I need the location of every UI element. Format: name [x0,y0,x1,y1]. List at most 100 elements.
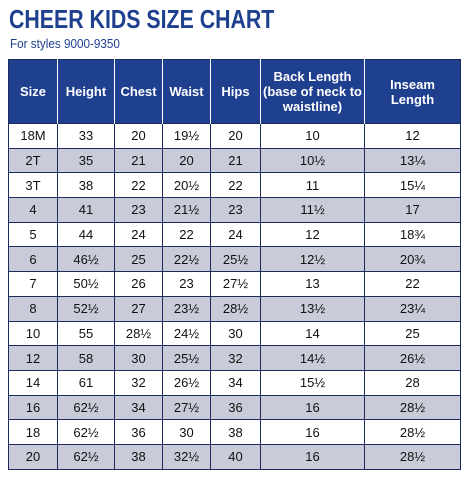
table-cell: 12 [364,123,461,149]
column-header: Waist [162,59,211,124]
table-cell: 25 [364,320,461,346]
table-row: 7 50½ 26 23 27½ 13 22 [8,271,461,297]
table-cell: 23½ [162,295,211,321]
table-cell: 28 [364,369,461,396]
table-cell: 23 [162,271,211,297]
table-cell: 25 [114,246,163,272]
column-header: Back Length (base of neck to waistline) [260,59,365,124]
table-cell: 11½ [260,197,365,223]
table-cell: 41 [57,197,115,223]
size-chart-table: Size Height Chest Waist Hips Back Length (bas… [8,59,461,470]
table-cell: 23¼ [364,295,461,321]
table-row: 12 58 30 25½ 32 14½ 26½ [8,345,461,371]
table-cell: 18 [8,419,58,445]
table-cell: 28½ [210,295,261,321]
table-cell: 15½ [260,369,365,396]
table-cell: 21 [210,147,261,173]
table-cell: 50½ [57,271,115,297]
table-cell: 18¾ [364,221,461,247]
table-cell: 21½ [162,197,211,223]
table-cell: 2T [8,147,58,173]
table-row: 2T 35 21 20 21 10½ 13¼ [8,147,461,173]
table-cell: 62½ [57,394,115,420]
table-cell: 58 [57,345,115,371]
table-cell: 24 [210,221,261,247]
column-header: Height [57,59,115,124]
table-row: 14 61 32 26½ 34 15½ 28 [8,369,461,396]
page-subtitle: For styles 9000-9350 [10,36,120,51]
table-cell: 38 [114,443,163,470]
table-row: 4 41 23 21½ 23 11½ 17 [8,197,461,223]
table-cell: 19½ [162,123,211,149]
table-cell: 22½ [162,246,211,272]
table-header-row: Size Height Chest Waist Hips Back Length (bas… [8,59,461,124]
table-cell: 22 [162,221,211,247]
table-cell: 30 [162,419,211,445]
table-cell: 34 [114,394,163,420]
table-row: 20 62½ 38 32½ 40 16 28½ [8,443,461,470]
table-cell: 26½ [364,345,461,371]
column-header: Hips [210,59,261,124]
table-cell: 28½ [364,443,461,470]
table-cell: 12 [8,345,58,371]
table-cell: 62½ [57,443,115,470]
table-cell: 22 [114,172,163,198]
table-cell: 44 [57,221,115,247]
table-cell: 10 [8,320,58,346]
table-cell: 22 [210,172,261,198]
table-cell: 27½ [162,394,211,420]
table-cell: 24 [114,221,163,247]
table-cell: 13½ [260,295,365,321]
table-cell: 35 [57,147,115,173]
table-cell: 28½ [364,419,461,445]
table-cell: 23 [114,197,163,223]
table-cell: 16 [260,394,365,420]
table-row: 18 62½ 36 30 38 16 28½ [8,419,461,445]
table-cell: 11 [260,172,365,198]
table-cell: 24½ [162,320,211,346]
column-header: Chest [114,59,163,124]
table-row: 16 62½ 34 27½ 36 16 28½ [8,394,461,420]
table-cell: 34 [210,369,261,396]
column-header: Size [8,59,58,124]
table-cell: 16 [260,443,365,470]
column-header: Inseam Length [364,59,461,124]
table-cell: 46½ [57,246,115,272]
table-cell: 52½ [57,295,115,321]
table-cell: 16 [8,394,58,420]
table-row: 5 44 24 22 24 12 18¾ [8,221,461,247]
table-cell: 8 [8,295,58,321]
table-cell: 14 [260,320,365,346]
table-cell: 21 [114,147,163,173]
table-cell: 38 [57,172,115,198]
table-cell: 25½ [162,345,211,371]
table-cell: 20 [162,147,211,173]
table-cell: 3T [8,172,58,198]
table-cell: 13¼ [364,147,461,173]
table-body: 18M 33 20 19½ 20 10 12 2T 35 21 20 21 10½ 13¼ 3T 38 22 20… [8,123,461,470]
table-cell: 20 [8,443,58,470]
table-cell: 30 [210,320,261,346]
table-row: 18M 33 20 19½ 20 10 12 [8,123,461,149]
table-cell: 40 [210,443,261,470]
table-cell: 38 [210,419,261,445]
table-cell: 61 [57,369,115,396]
table-cell: 13 [260,271,365,297]
table-cell: 10 [260,123,365,149]
table-cell: 26½ [162,369,211,396]
table-cell: 22 [364,271,461,297]
table-cell: 36 [210,394,261,420]
table-cell: 18M [8,123,58,149]
table-row: 10 55 28½ 24½ 30 14 25 [8,320,461,346]
table-cell: 4 [8,197,58,223]
table-cell: 32½ [162,443,211,470]
table-cell: 30 [114,345,163,371]
table-cell: 6 [8,246,58,272]
table-cell: 26 [114,271,163,297]
table-cell: 27½ [210,271,261,297]
table-row: 6 46½ 25 22½ 25½ 12½ 20¾ [8,246,461,272]
table-cell: 20¾ [364,246,461,272]
table-cell: 14 [8,369,58,396]
table-cell: 23 [210,197,261,223]
table-cell: 32 [210,345,261,371]
